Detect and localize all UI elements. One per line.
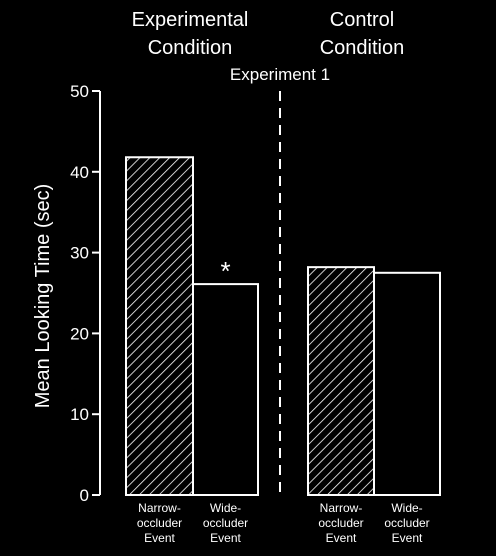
y-tick-label: 20 <box>70 324 89 343</box>
category-label-line: Event <box>326 531 357 545</box>
category-labels: Narrow-occluderEventWide-occluderEventNa… <box>137 501 430 545</box>
category-label-line: occluder <box>137 516 182 530</box>
significance-asterisk: * <box>220 256 230 286</box>
category-label-line: Narrow- <box>320 501 363 515</box>
category-label-line: Event <box>144 531 175 545</box>
y-tick-label: 50 <box>70 82 89 101</box>
experimental-title-line-2: Condition <box>148 37 233 59</box>
control-title-line-2: Condition <box>320 37 405 59</box>
category-label-line: Wide- <box>210 501 241 515</box>
category-label-line: occluder <box>384 516 429 530</box>
y-tick-label: 30 <box>70 244 89 263</box>
category-label-line: Narrow- <box>138 501 181 515</box>
category-label-line: Wide- <box>391 501 422 515</box>
y-tick-label: 40 <box>70 163 89 182</box>
experimental-title-line-1: Experimental <box>132 9 249 31</box>
category-label-line: occluder <box>318 516 363 530</box>
y-axis-label: Mean Looking Time (sec) <box>32 184 54 409</box>
bar-g0-wide <box>192 283 259 496</box>
control-title-line-1: Control <box>330 9 394 31</box>
y-tick-label: 10 <box>70 405 89 424</box>
bar-g0-narrow <box>125 156 194 496</box>
y-tick-label: 0 <box>80 486 89 505</box>
bar-g1-wide <box>373 271 441 496</box>
category-label-line: Event <box>392 531 423 545</box>
y-axis-ticks: 0 10 20 30 40 50 <box>70 82 100 505</box>
chart-subtitle: Experiment 1 <box>230 65 330 84</box>
category-label-line: Event <box>210 531 241 545</box>
bars-layer: * <box>125 156 441 497</box>
category-label-line: occluder <box>203 516 248 530</box>
bar-g1-narrow <box>307 266 375 497</box>
